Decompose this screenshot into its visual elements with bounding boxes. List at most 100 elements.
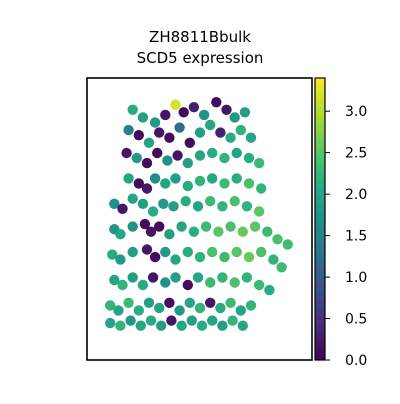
data-point [139,218,151,230]
data-point [186,315,197,326]
data-point [225,221,236,232]
data-point [239,107,251,118]
data-point [182,157,193,169]
data-point [170,173,181,184]
data-point [205,119,216,131]
data-point [231,246,242,258]
data-point [174,122,185,133]
points-layer [105,97,293,331]
data-point [127,193,138,204]
colorbar-tick-label: 1.0 [345,270,367,286]
data-point [154,302,165,314]
data-point [249,221,261,232]
data-point [221,104,232,116]
data-point [172,150,183,161]
data-point [123,297,134,308]
data-point [109,198,120,209]
data-point [182,246,193,258]
data-point [164,297,175,308]
data-point [176,320,187,331]
data-point [213,226,224,237]
data-point [105,317,116,329]
data-point [162,155,173,166]
data-point [115,254,126,265]
data-point [229,196,240,207]
data-point [217,201,228,212]
data-point [243,178,255,189]
data-point [219,178,230,189]
data-point [276,262,287,273]
data-point [115,229,126,240]
data-point [211,97,222,108]
data-point [227,315,238,326]
data-point [182,279,193,291]
data-point [262,226,273,237]
data-point [170,272,181,283]
data-point [176,221,187,232]
data-point [133,178,144,189]
data-point [268,254,279,265]
colorbar-tick-label: 3.0 [345,104,367,120]
data-point [194,251,206,263]
data-point [164,132,175,143]
data-point [166,315,177,326]
chart-subtitle: SCD5 expression [137,49,264,67]
data-point [254,157,265,169]
data-point [256,183,267,194]
data-point [127,272,138,283]
colorbar-tick-label: 2.5 [345,146,367,162]
data-point [215,127,226,138]
data-point [184,137,195,148]
data-point [127,246,138,258]
data-point [219,152,230,164]
data-point [107,249,118,260]
data-point [192,272,204,283]
data-point [217,320,228,331]
data-point [231,147,242,159]
data-point [135,320,146,331]
data-point [127,221,138,232]
data-point [154,127,165,138]
data-point [194,302,206,314]
data-point [154,221,165,232]
data-point [168,201,179,212]
data-point [174,305,185,316]
data-point [243,251,255,263]
data-point [229,112,240,123]
data-point [164,229,175,240]
data-point [194,175,206,187]
data-point [121,147,132,159]
data-point [143,137,155,148]
data-point [196,320,208,331]
data-point [123,173,134,184]
data-point [205,196,216,207]
data-point [207,147,218,159]
data-point [133,305,144,316]
data-point [170,99,181,110]
data-point [113,305,124,316]
data-point [147,272,159,283]
data-point [180,196,191,207]
data-point [245,132,257,143]
data-point [184,297,195,308]
data-point [217,272,228,283]
data-point [225,132,236,143]
data-point [149,251,161,263]
data-point [241,272,253,283]
data-point [158,198,169,209]
data-point [147,206,159,217]
data-point [272,234,283,245]
data-point [192,201,204,212]
data-point [160,246,171,258]
data-point [237,320,248,331]
data-point [141,183,153,194]
data-point [131,152,142,164]
data-point [235,124,246,136]
data-point [256,246,267,258]
data-point [205,297,216,308]
colorbar-ticks: 0.0 0.5 1.0 1.5 2.0 2.5 3.0 [325,104,367,369]
colorbar-tick-label: 2.0 [345,187,367,203]
data-point [156,320,167,331]
colorbar-tick-label: 0.0 [345,353,367,369]
